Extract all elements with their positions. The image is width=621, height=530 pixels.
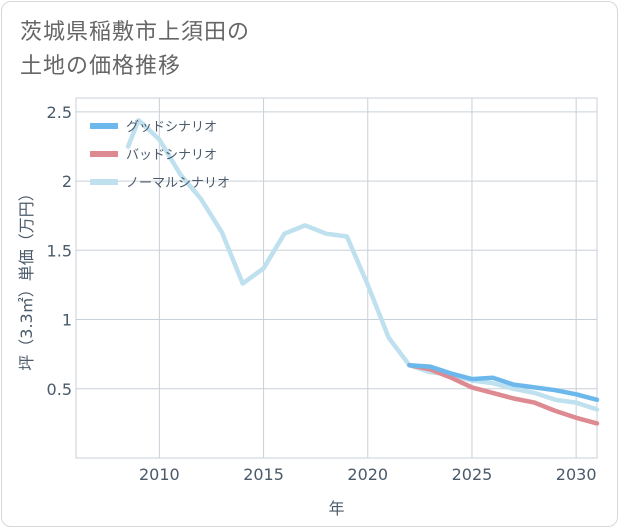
y-tick-label: 0.5: [47, 380, 72, 399]
chart-title: 茨城県稲敷市上須田の 土地の価格推移: [20, 16, 580, 84]
axes: 2010 2015 2020 2025 2030 0.5 1 1.5 2 2.5 年 坪（3.3㎡）単…: [17, 103, 597, 518]
x-tick-label: 2030: [556, 465, 597, 484]
y-axis-title: 坪（3.3㎡）単価（万円）: [17, 185, 36, 370]
x-tick-label: 2025: [452, 465, 493, 484]
legend-label-1: バッドシナリオ: [126, 148, 217, 163]
y-tick-label: 1.5: [47, 241, 72, 260]
x-tick-label: 2010: [139, 465, 180, 484]
series-line-2: [125, 117, 600, 412]
y-tick-label: 1: [62, 311, 72, 330]
legend-label-2: ノーマルシナリオ: [126, 176, 230, 191]
plot-frame: [75, 97, 598, 459]
y-tick-label: 2.5: [47, 103, 72, 122]
series-line-1: [407, 362, 600, 426]
x-axis-title: 年: [328, 499, 344, 518]
series-line-0: [407, 362, 600, 403]
y-tick-label: 2: [62, 172, 72, 191]
x-tick-label: 2015: [243, 465, 284, 484]
title-line-2: 土地の価格推移: [20, 54, 182, 79]
title-line-1: 茨城県稲敷市上須田の: [20, 20, 251, 45]
series-lines: [125, 117, 600, 426]
legend-label-0: グッドシナリオ: [126, 120, 217, 135]
x-tick-label: 2020: [347, 465, 388, 484]
